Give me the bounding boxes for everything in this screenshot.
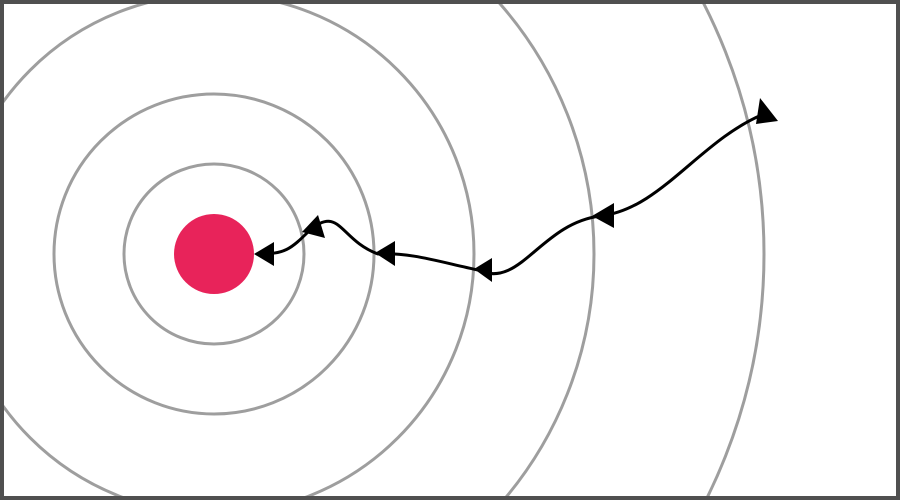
arrowhead-1-icon [756, 98, 778, 124]
arrowhead-6-icon [254, 242, 274, 266]
arrowheads [254, 98, 778, 282]
ring-3 [4, 4, 476, 496]
target-dot [174, 214, 254, 294]
ring-1 [122, 162, 306, 346]
ring-5 [702, 4, 766, 496]
arrowhead-3-icon [474, 258, 492, 282]
convergent-path [255, 112, 766, 276]
arrowhead-2-icon [592, 203, 614, 228]
arrowhead-5-icon [302, 215, 325, 238]
ring-4 [498, 4, 596, 496]
arrowhead-4-icon [375, 241, 395, 266]
